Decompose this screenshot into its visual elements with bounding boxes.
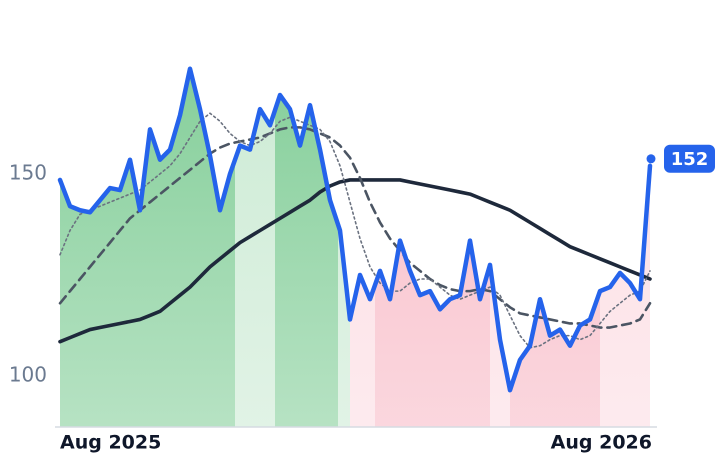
last-price-dot: [646, 154, 656, 164]
x-tick-label: Aug 2026: [551, 432, 652, 454]
fill-segment: [275, 95, 338, 427]
last-price-badge: [664, 144, 715, 173]
fill-segment: [235, 109, 275, 427]
long-ma-line: [58, 178, 652, 344]
fill-segment: [60, 68, 235, 427]
y-tick-label: 150: [9, 160, 47, 184]
fill-segment: [600, 165, 650, 427]
fill-segment: [350, 274, 375, 427]
medium-ma-line: [58, 126, 652, 329]
fill-segment: [338, 224, 350, 427]
last-price-label: 152: [671, 149, 709, 170]
y-tick-label: 100: [9, 363, 47, 387]
fill-segment: [510, 291, 600, 427]
x-tick-label: Aug 2025: [60, 432, 161, 454]
price-line: [57, 66, 653, 393]
